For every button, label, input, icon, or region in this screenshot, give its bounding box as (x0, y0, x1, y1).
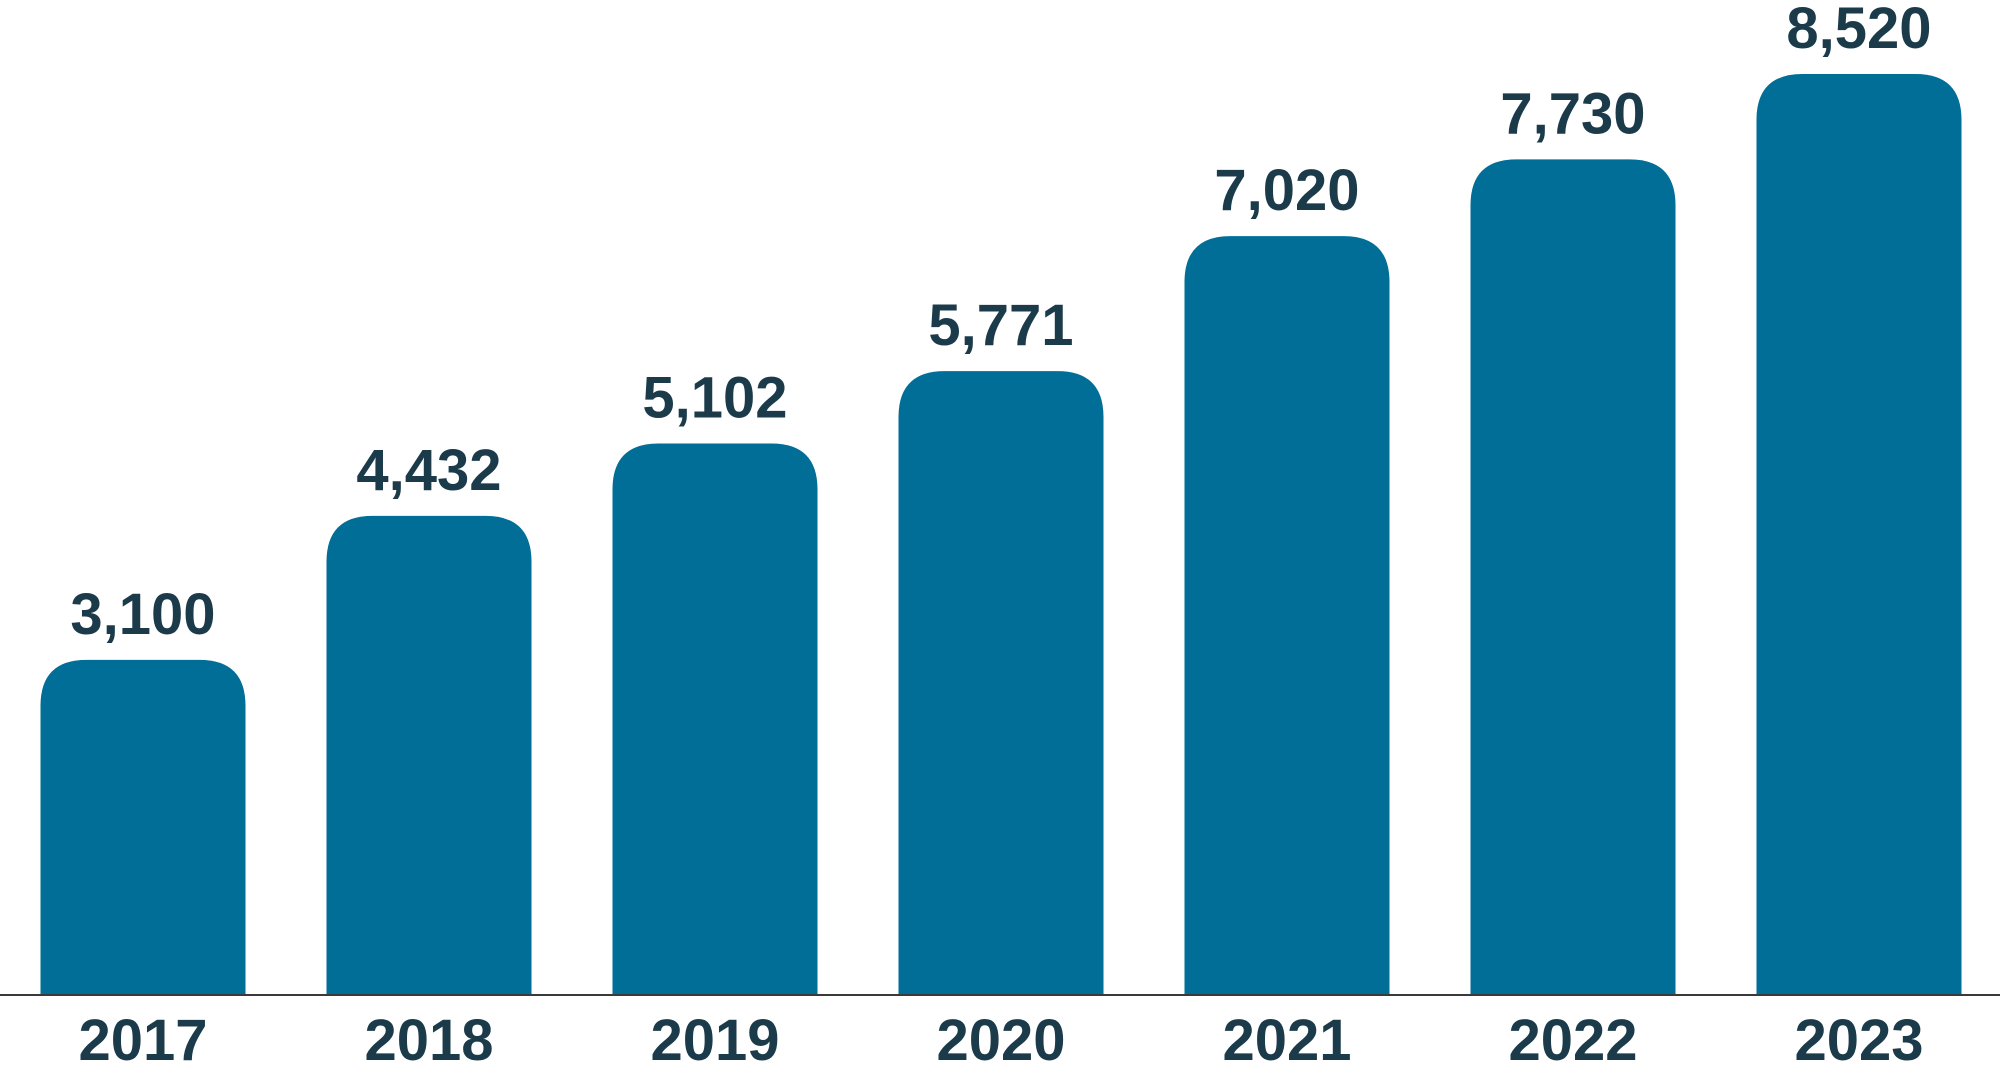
x-tick-label-2023: 2023 (1794, 1008, 1923, 1073)
bar-2022 (1470, 159, 1676, 995)
value-label-2023: 8,520 (1786, 0, 1931, 61)
bar-2021 (1184, 236, 1390, 995)
value-label-2019: 5,102 (642, 365, 787, 430)
value-label-2018: 4,432 (356, 438, 501, 503)
x-tick-label-2021: 2021 (1222, 1008, 1351, 1073)
x-tick-label-2022: 2022 (1508, 1008, 1637, 1073)
x-tick-label-2020: 2020 (936, 1008, 1065, 1073)
value-labels-group: 3,100 4,432 5,102 5,771 7,020 7,730 8,520 (70, 0, 1931, 647)
bar-2020 (898, 371, 1104, 995)
x-tick-label-2019: 2019 (650, 1008, 779, 1073)
value-label-2020: 5,771 (928, 293, 1073, 358)
x-tick-labels-group: 2017 2018 2019 2020 2021 2022 2023 (78, 1008, 1923, 1073)
value-label-2022: 7,730 (1500, 81, 1645, 146)
x-tick-label-2018: 2018 (364, 1008, 493, 1073)
bar-2017 (40, 659, 246, 995)
x-tick-label-2017: 2017 (78, 1008, 207, 1073)
value-label-2017: 3,100 (70, 582, 215, 647)
bar-2023 (1756, 74, 1962, 995)
bar-2019 (612, 443, 818, 996)
value-label-2021: 7,020 (1214, 158, 1359, 223)
bars-group (40, 74, 1962, 996)
bar-2018 (326, 515, 532, 995)
